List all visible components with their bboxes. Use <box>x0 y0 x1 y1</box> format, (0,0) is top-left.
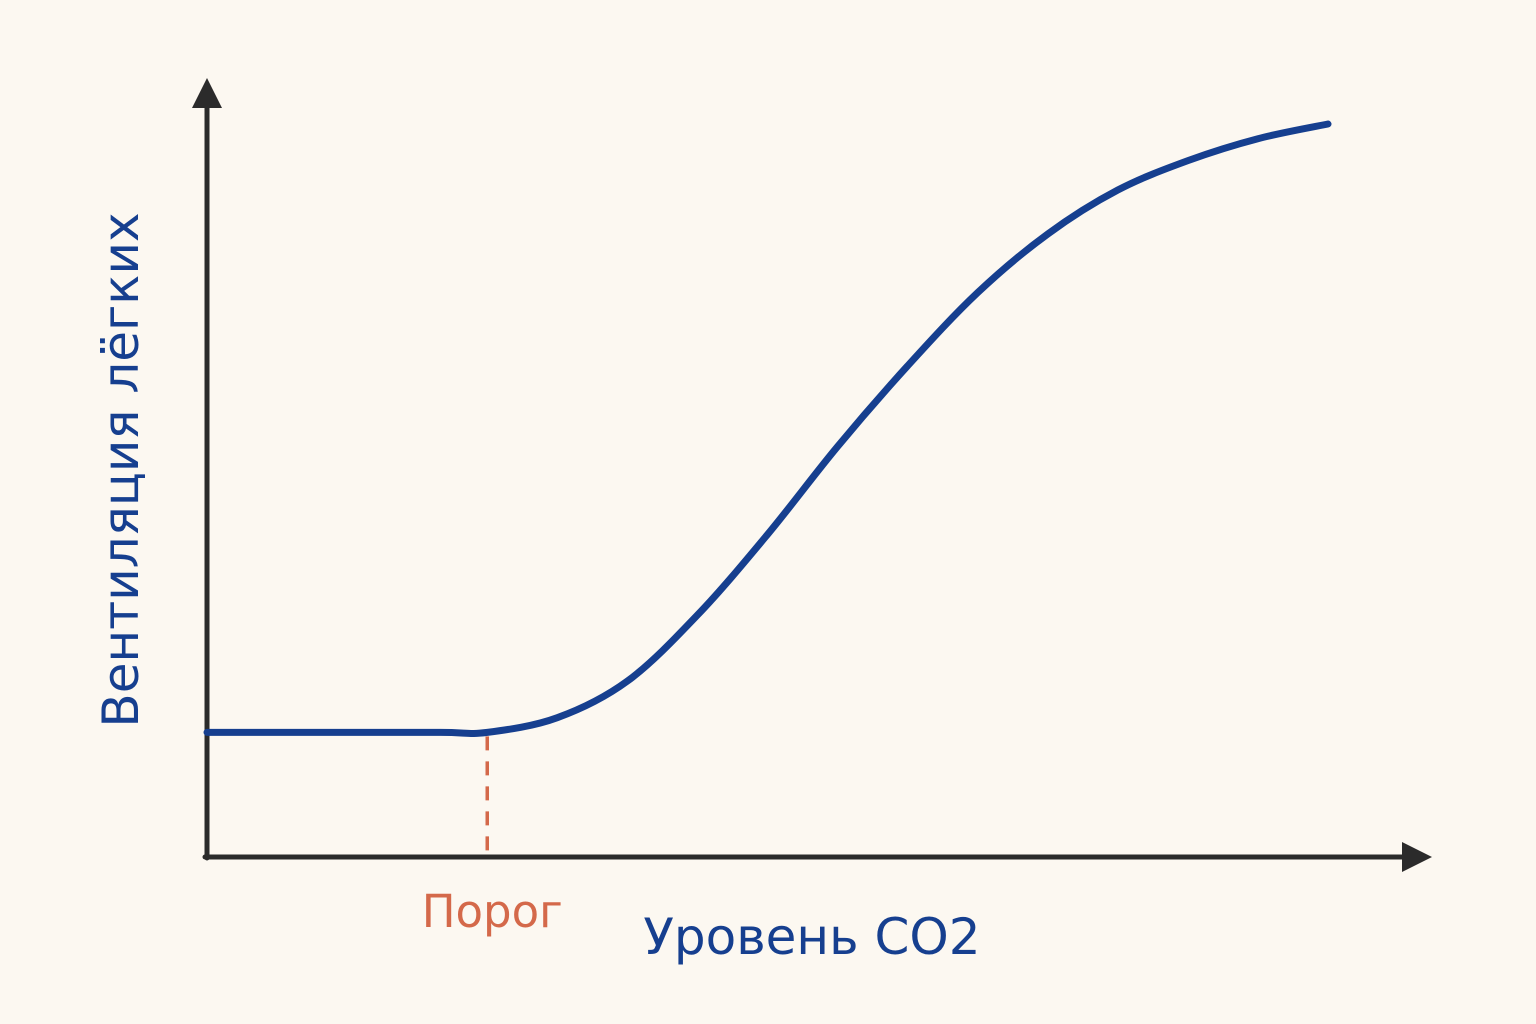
x-axis-arrow-icon <box>1402 842 1432 872</box>
threshold-label: Порог <box>422 885 563 938</box>
y-axis-label: Вентиляция лёгких <box>92 212 150 727</box>
y-axis-arrow-icon <box>192 78 222 108</box>
x-axis-label: Уровень CO2 <box>643 908 980 966</box>
ventilation-curve <box>203 120 1332 737</box>
